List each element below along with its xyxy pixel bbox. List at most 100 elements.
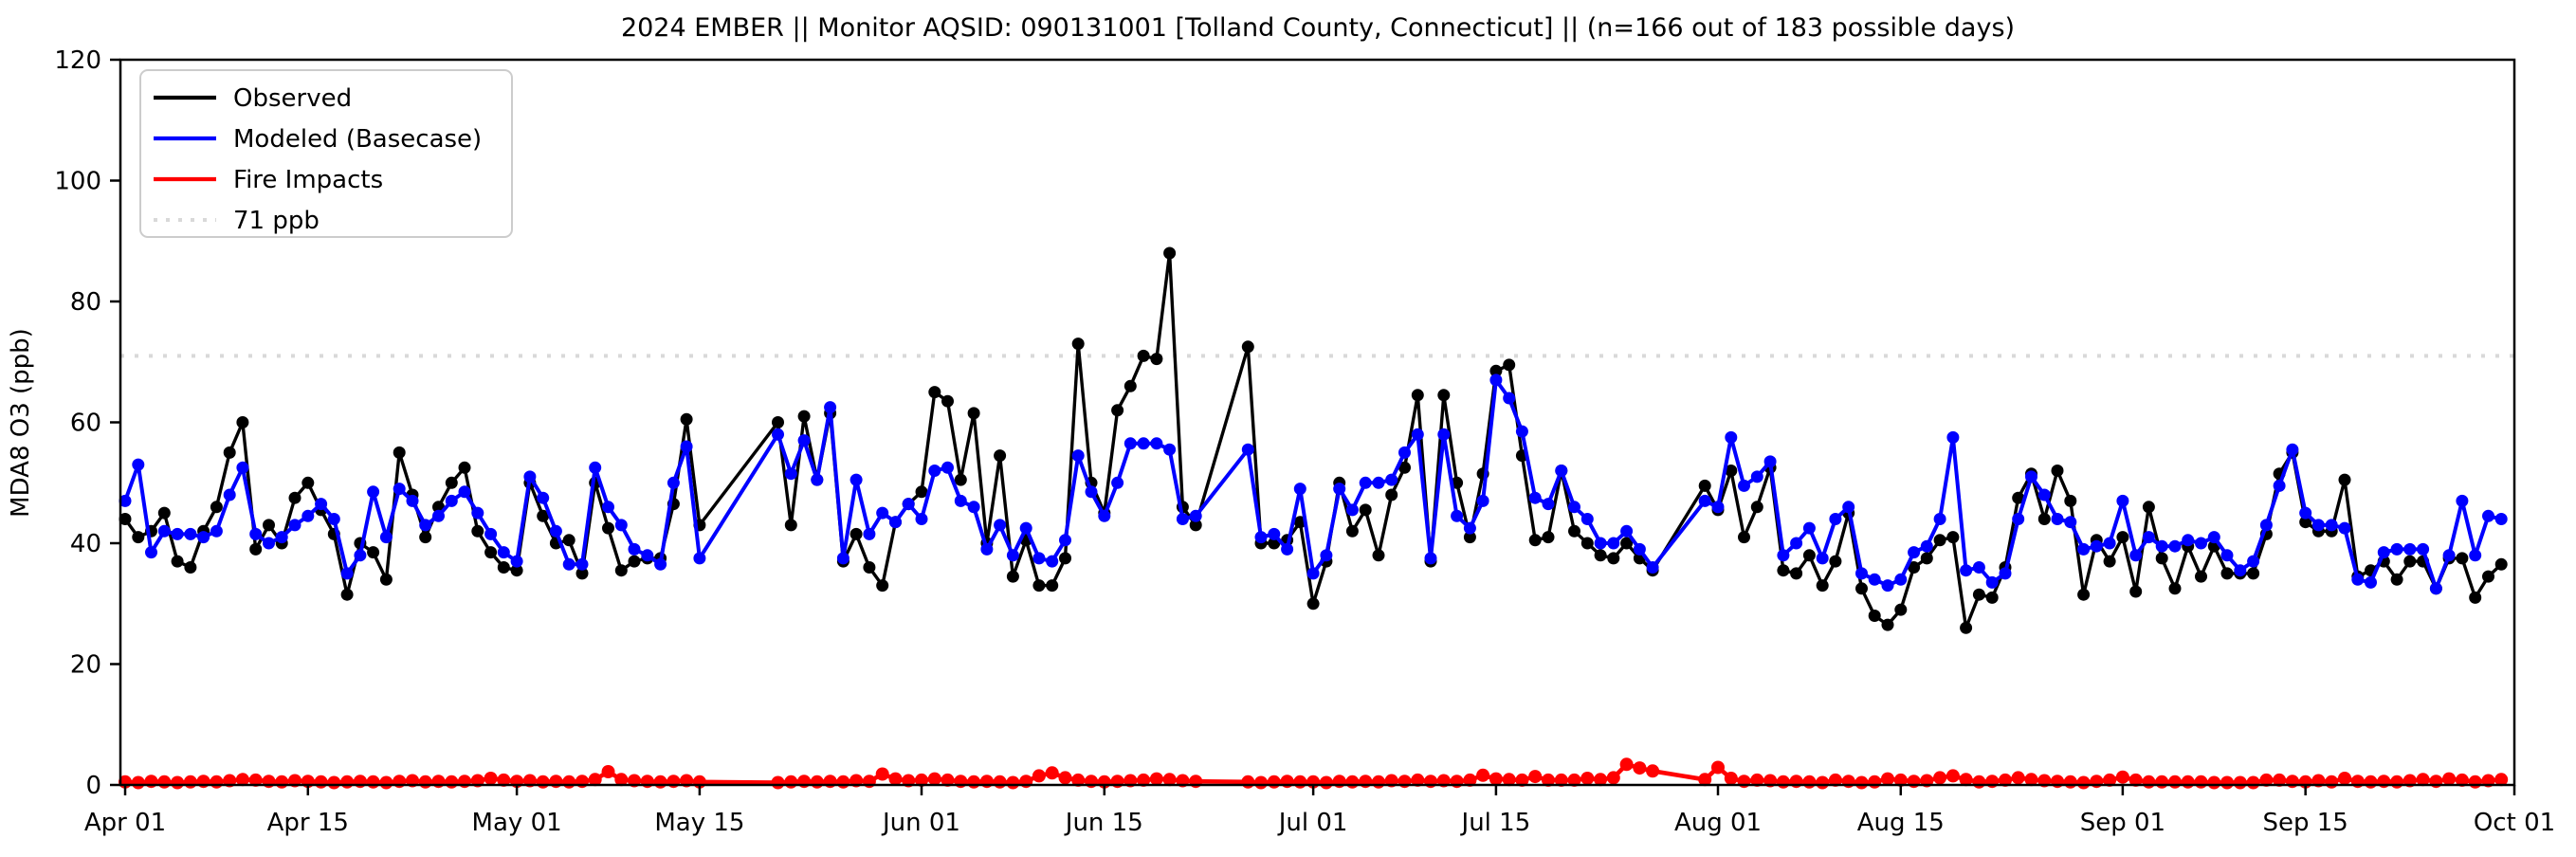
data-point-marker	[1698, 494, 1711, 507]
data-point-marker	[419, 519, 432, 532]
data-point-marker	[484, 772, 498, 785]
data-point-marker	[510, 564, 523, 577]
data-point-marker	[2390, 573, 2403, 586]
data-point-marker	[2025, 470, 2037, 483]
data-point-marker	[1111, 404, 1124, 417]
data-point-marker	[1920, 539, 1933, 553]
x-tick-label: Apr 01	[84, 809, 166, 837]
data-point-marker	[2364, 775, 2378, 789]
data-point-marker	[1411, 773, 1425, 787]
legend-box: Observed Modeled (Basecase) Fire Impacts 71…	[139, 69, 513, 238]
data-point-marker	[1972, 561, 1985, 574]
data-point-marker	[1698, 773, 1712, 787]
data-point-marker	[1933, 534, 1946, 547]
data-point-marker	[1241, 775, 1255, 789]
data-point-marker	[288, 519, 301, 532]
data-point-marker	[1411, 389, 1424, 402]
data-point-marker	[772, 428, 784, 441]
data-point-marker	[2273, 479, 2286, 492]
data-point-marker	[2155, 775, 2169, 789]
data-point-marker	[1893, 773, 1908, 787]
data-point-marker	[1267, 775, 1281, 789]
data-point-marker	[1372, 476, 1385, 489]
data-point-marker	[850, 527, 863, 540]
data-point-marker	[1345, 503, 1359, 517]
y-tick-label: 20	[70, 651, 101, 680]
data-point-marker	[1502, 773, 1516, 787]
data-point-marker	[249, 527, 263, 540]
data-point-marker	[2076, 775, 2091, 790]
data-point-marker	[693, 552, 706, 565]
data-point-marker	[263, 519, 275, 532]
data-point-marker	[171, 555, 184, 568]
data-point-marker	[2115, 770, 2129, 784]
data-point-marker	[2077, 542, 2091, 556]
data-point-marker	[1489, 364, 1503, 377]
data-point-marker	[2037, 513, 2051, 525]
data-point-marker	[275, 531, 288, 544]
data-point-marker	[1999, 567, 2012, 580]
y-tick-label: 120	[54, 46, 101, 75]
data-point-marker	[2468, 775, 2482, 789]
data-point-marker	[1150, 353, 1163, 366]
data-point-marker	[2220, 549, 2234, 562]
data-point-marker	[628, 555, 641, 568]
data-point-marker	[1854, 775, 1869, 790]
data-point-marker	[1972, 588, 1985, 601]
data-point-marker	[994, 449, 1007, 463]
data-point-marker	[1881, 579, 1894, 593]
data-point-marker	[537, 491, 550, 504]
data-point-marker	[1580, 772, 1595, 785]
data-point-marker	[967, 407, 980, 420]
data-point-marker	[1281, 542, 1294, 556]
data-point-marker	[2155, 552, 2168, 565]
data-point-marker	[2103, 555, 2116, 568]
data-point-marker	[2207, 531, 2220, 544]
data-point-marker	[2103, 537, 2116, 550]
data-point-marker	[2051, 465, 2064, 477]
data-point-marker	[2494, 513, 2508, 525]
data-point-marker	[2351, 573, 2365, 586]
data-point-marker	[340, 567, 354, 580]
data-point-marker	[1059, 552, 1071, 565]
data-point-marker	[1254, 775, 1268, 790]
data-point-marker	[1411, 428, 1424, 441]
data-point-marker	[1137, 773, 1151, 787]
data-point-marker	[941, 394, 954, 408]
data-point-marker	[1149, 772, 1163, 786]
data-point-marker	[1463, 531, 1476, 544]
data-point-marker	[1189, 509, 1202, 522]
data-point-marker	[2024, 773, 2038, 787]
data-point-marker	[1725, 430, 1738, 444]
data-point-marker	[1515, 773, 1529, 787]
data-point-marker	[1698, 479, 1711, 492]
data-point-marker	[132, 531, 145, 544]
data-point-marker	[2390, 542, 2403, 556]
data-point-marker	[1046, 555, 1059, 568]
data-point-marker	[1189, 519, 1202, 532]
data-point-marker	[2246, 775, 2260, 790]
data-point-marker	[994, 519, 1007, 532]
data-point-marker	[784, 467, 797, 481]
data-point-marker	[1385, 473, 1398, 486]
data-point-marker	[1802, 775, 1817, 789]
data-point-marker	[1385, 488, 1398, 501]
data-point-marker	[1241, 340, 1254, 354]
data-point-marker	[1503, 358, 1516, 372]
data-point-marker	[1816, 775, 1830, 790]
data-point-marker	[876, 506, 889, 520]
data-point-marker	[2195, 570, 2207, 583]
data-point-marker	[1568, 524, 1580, 538]
data-point-marker	[653, 775, 667, 789]
data-point-marker	[1594, 773, 1608, 787]
data-point-marker	[1137, 349, 1150, 362]
y-tick-label: 40	[70, 530, 101, 558]
data-point-marker	[210, 775, 224, 789]
data-point-marker	[249, 542, 263, 556]
data-point-marker	[1019, 521, 1032, 535]
data-point-marker	[131, 775, 145, 790]
legend-label-2: Modeled (Basecase)	[233, 125, 482, 154]
data-point-marker	[157, 775, 172, 789]
data-point-marker	[263, 537, 275, 550]
data-point-marker	[1359, 476, 1372, 489]
